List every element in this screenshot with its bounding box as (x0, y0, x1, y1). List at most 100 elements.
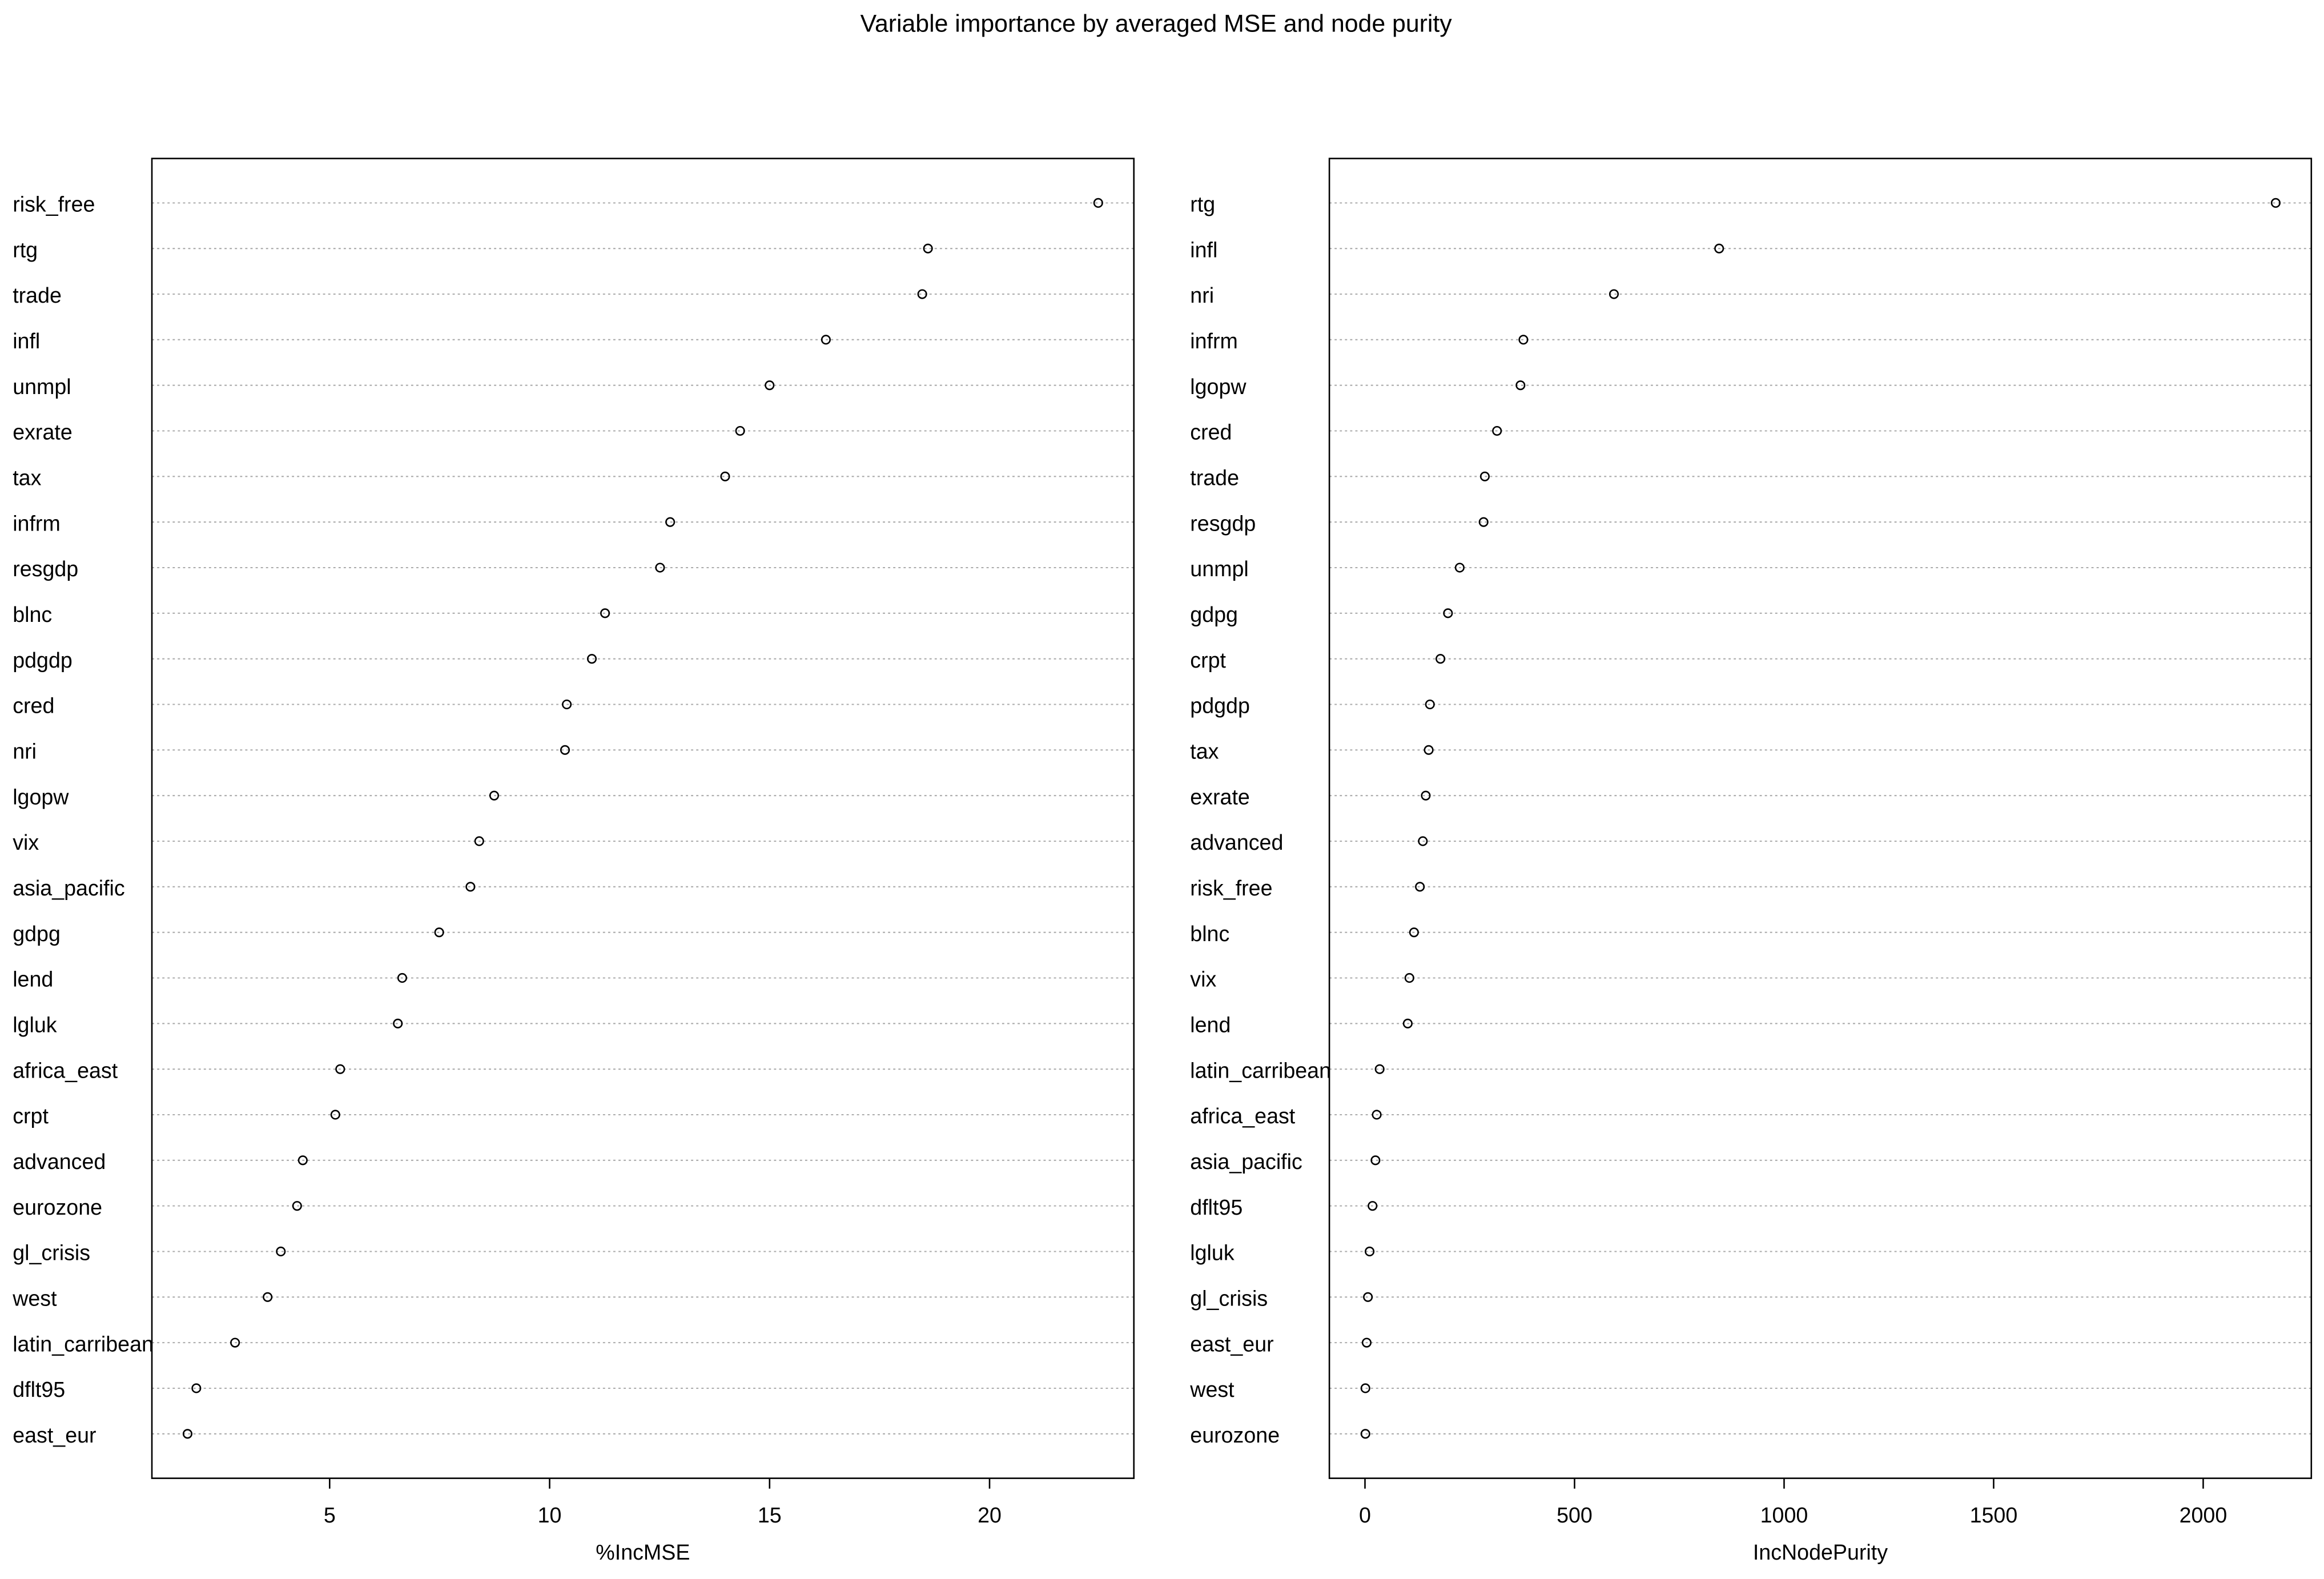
point (600, 608, 610, 618)
point (765, 380, 775, 391)
category-label: gdpg (13, 922, 61, 946)
point (821, 335, 831, 345)
category-label: tax (13, 465, 41, 489)
category-label: advanced (13, 1150, 106, 1174)
category-label: crpt (1190, 648, 1226, 672)
category-label: resgdp (1190, 511, 1256, 535)
point (489, 790, 500, 801)
point (1415, 882, 1425, 892)
point (182, 1429, 192, 1439)
point (1421, 790, 1431, 801)
category-label: africa_east (13, 1058, 118, 1082)
category-label: advanced (1190, 830, 1283, 854)
x-tick-label: 20 (978, 1503, 1002, 1527)
category-label: cred (13, 694, 54, 718)
x-tick-label: 1500 (1970, 1503, 2018, 1527)
category-label: eurozone (1190, 1423, 1280, 1447)
category-label: resgdp (13, 557, 78, 581)
point (230, 1337, 240, 1348)
category-label: risk_free (1190, 876, 1272, 900)
point (191, 1383, 202, 1393)
category-label: infl (13, 329, 40, 353)
category-label: africa_east (1190, 1104, 1296, 1128)
point (1424, 745, 1434, 755)
category-label: trade (1190, 465, 1239, 489)
point (1609, 289, 1619, 299)
point (276, 1246, 286, 1257)
category-label: lgluk (1190, 1241, 1235, 1265)
category-label: cred (1190, 420, 1232, 444)
point (2270, 198, 2281, 208)
point (735, 425, 745, 436)
point (1368, 1201, 1378, 1211)
category-label: rtg (13, 238, 38, 262)
x-tick-label: 0 (1359, 1503, 1371, 1527)
point (1361, 1337, 1372, 1348)
category-label: west (12, 1286, 57, 1310)
plot-frame (151, 158, 1135, 1479)
category-label: vix (13, 830, 39, 854)
category-label: gdpg (1190, 602, 1238, 626)
point (1479, 471, 1490, 481)
point (560, 745, 570, 755)
point (917, 289, 927, 299)
point (1365, 1246, 1375, 1257)
point (1425, 699, 1435, 710)
category-label: pdgdp (1190, 694, 1250, 718)
point (1093, 198, 1103, 208)
point (1518, 335, 1529, 345)
plot-frame (1328, 158, 2313, 1479)
point (1370, 1155, 1381, 1166)
x-tick-label: 5 (324, 1503, 336, 1527)
point (1374, 1064, 1385, 1074)
category-label: blnc (1190, 922, 1229, 946)
category-label: exrate (1190, 785, 1250, 809)
point (263, 1292, 273, 1302)
point (393, 1018, 403, 1028)
point (1360, 1429, 1370, 1439)
point (1418, 836, 1428, 846)
point (720, 471, 730, 481)
category-label: latin_carribean (13, 1332, 154, 1356)
category-label: west (1189, 1377, 1235, 1401)
category-label: unmpl (1190, 557, 1248, 581)
category-label: tax (1190, 739, 1219, 763)
category-label: dflt95 (1190, 1195, 1243, 1219)
point (434, 927, 444, 938)
point (1443, 608, 1453, 618)
category-label: risk_free (13, 192, 95, 216)
point (335, 1064, 345, 1074)
point (330, 1110, 340, 1120)
category-label: lend (1190, 1013, 1231, 1036)
category-label: infl (1190, 238, 1217, 262)
point (1714, 243, 1724, 254)
category-label: eurozone (13, 1195, 102, 1219)
category-label: latin_carribean (1190, 1058, 1331, 1082)
point (1402, 1018, 1413, 1028)
category-label: dflt95 (13, 1377, 65, 1401)
category-label: gl_crisis (1190, 1286, 1268, 1310)
category-label: crpt (13, 1104, 49, 1128)
point (923, 243, 933, 254)
category-label: lgopw (1190, 375, 1247, 399)
point (1492, 425, 1502, 436)
category-label: unmpl (13, 375, 71, 399)
category-label: exrate (13, 420, 73, 444)
point (1360, 1383, 1370, 1393)
point (586, 654, 597, 664)
point (562, 699, 572, 710)
x-tick-label: 15 (758, 1503, 782, 1527)
point (1409, 927, 1419, 938)
category-label: asia_pacific (1190, 1150, 1302, 1174)
x-tick-label: 10 (538, 1503, 562, 1527)
x-tick-label: 1000 (1760, 1503, 1808, 1527)
point (474, 836, 484, 846)
x-axis-label: IncNodePurity (1753, 1540, 1888, 1564)
category-label: trade (13, 283, 62, 307)
point (397, 973, 407, 983)
point (1372, 1110, 1382, 1120)
category-label: lgluk (13, 1013, 57, 1036)
category-label: nri (1190, 283, 1214, 307)
x-axis-label: %IncMSE (596, 1540, 690, 1564)
